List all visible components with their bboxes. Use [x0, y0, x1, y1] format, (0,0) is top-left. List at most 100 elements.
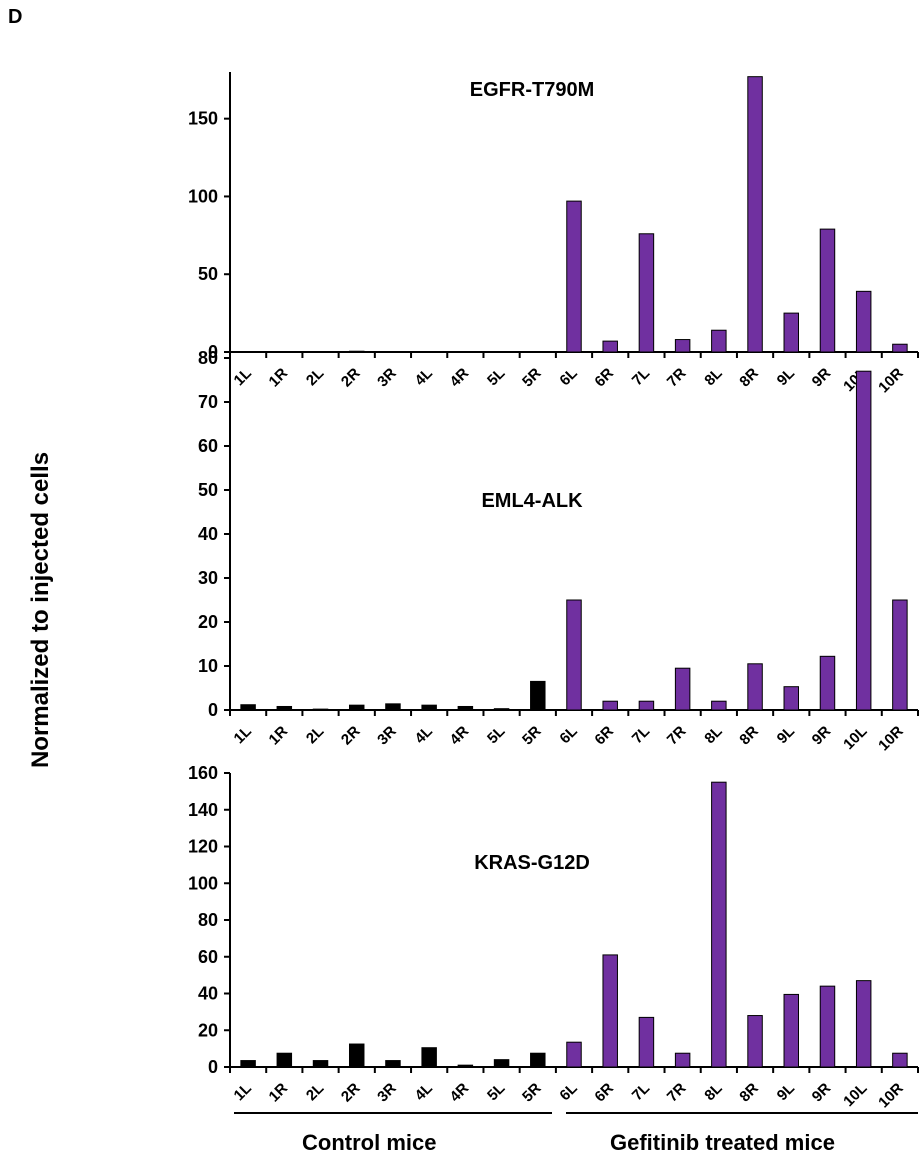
y-tick-label: 10 — [198, 656, 218, 676]
bar-9R — [819, 655, 836, 711]
x-tick-label: 9L — [774, 723, 798, 747]
bar-2R — [348, 1043, 365, 1068]
bar-8R — [747, 1015, 763, 1068]
bar-9L — [783, 312, 800, 353]
bar-7L — [638, 700, 655, 711]
x-tick-label: 10L — [840, 723, 870, 753]
x-tick-label: 6R — [591, 365, 617, 391]
bar-6L — [566, 200, 582, 353]
x-tick-label: 1L — [231, 365, 255, 389]
x-tick-label: 5L — [484, 365, 508, 389]
x-tick-label: 4L — [412, 1080, 436, 1104]
bar-4R — [457, 705, 474, 711]
y-tick-label: 50 — [198, 480, 218, 500]
y-tick-label: 0 — [208, 1057, 218, 1077]
y-tick-label: 80 — [198, 910, 218, 930]
x-tick-label: 8L — [701, 365, 725, 389]
y-tick-label: 60 — [198, 436, 218, 456]
bar-8L — [711, 329, 727, 353]
bar-9L — [783, 686, 800, 711]
y-tick-label: 140 — [188, 800, 218, 820]
x-tick-label: 7R — [664, 1080, 690, 1106]
bar-7R — [674, 667, 691, 711]
x-tick-label: 3R — [374, 365, 400, 391]
bar-2L — [312, 1060, 329, 1068]
bar-1L — [240, 704, 256, 711]
y-tick-label: 0 — [208, 700, 218, 720]
x-tick-label: 8R — [736, 365, 762, 391]
bar-8R — [747, 76, 763, 353]
bar-7R — [674, 339, 691, 353]
bar-4R — [457, 1064, 474, 1068]
x-tick-label: 5R — [519, 1080, 545, 1106]
y-tick-label: 100 — [188, 873, 218, 893]
control-group-line — [234, 1112, 552, 1114]
y-tick-label: 0 — [208, 342, 218, 362]
y-tick-label: 40 — [198, 524, 218, 544]
y-tick-label: 160 — [188, 763, 218, 783]
y-tick-label: 100 — [188, 186, 218, 206]
bar-3R — [385, 1060, 401, 1068]
x-tick-label: 1R — [266, 365, 292, 391]
x-tick-label: 2L — [303, 365, 327, 389]
bar-4L — [421, 704, 437, 711]
y-tick-label: 80 — [198, 348, 218, 368]
y-tick-label: 20 — [198, 612, 218, 632]
bar-9L — [783, 993, 800, 1068]
bar-10L — [855, 980, 872, 1068]
bar-5R — [530, 1052, 546, 1068]
bar-1R — [276, 705, 293, 711]
bar-10L — [855, 290, 872, 353]
treated-group-line — [566, 1112, 918, 1114]
x-tick-label: 8L — [701, 1080, 725, 1104]
bar-4L — [421, 1047, 437, 1068]
y-tick-label: 30 — [198, 568, 218, 588]
x-tick-label: 5L — [484, 1080, 508, 1104]
x-tick-label: 9R — [809, 723, 835, 749]
bar-7L — [638, 1016, 655, 1068]
x-tick-label: 1R — [266, 1080, 292, 1106]
x-tick-label: 1R — [266, 723, 292, 749]
bar-6L — [566, 599, 582, 711]
x-tick-label: 6L — [556, 723, 580, 747]
x-tick-label: 9L — [774, 1080, 798, 1104]
y-tick-label: 50 — [198, 264, 218, 284]
x-tick-label: 8L — [701, 723, 725, 747]
x-tick-label: 2R — [338, 723, 364, 749]
x-tick-label: 7R — [664, 365, 690, 391]
x-tick-label: 7L — [629, 365, 653, 389]
x-tick-label: 10R — [875, 1080, 907, 1112]
bar-10R — [892, 599, 908, 711]
x-tick-label: 8R — [736, 723, 762, 749]
bar-9R — [819, 985, 836, 1068]
bar-5L — [493, 1059, 510, 1068]
treated-group-label: Gefitinib treated mice — [610, 1130, 835, 1155]
x-tick-label: 5R — [519, 365, 545, 391]
x-tick-label: 3R — [374, 723, 400, 749]
chart-1: 0 50 100 150 1L 1R 2L 2R 3R 4L 4R 5L 5R 6L 6R 7L 7R 8L 8R 9… — [188, 72, 919, 397]
x-tick-label: 10R — [875, 723, 907, 755]
chart-title: EGFR-T790M — [470, 79, 594, 101]
bar-2L — [312, 708, 329, 711]
x-tick-label: 4R — [447, 1080, 473, 1106]
x-tick-label: 9R — [809, 365, 835, 391]
x-tick-label: 4L — [412, 365, 436, 389]
bar-8L — [711, 700, 727, 711]
x-tick-label: 7L — [629, 1080, 653, 1104]
chart-3: 0 20 40 60 80 100 120 140 160 1L 1R 2L 2R 3R 4L 4R 5L 5R 6… — [188, 763, 919, 1112]
x-tick-label: 2L — [303, 1080, 327, 1104]
x-tick-label: 10R — [875, 365, 907, 397]
x-tick-label: 4L — [412, 723, 436, 747]
x-tick-label: 7R — [664, 723, 690, 749]
x-tick-label: 5L — [484, 723, 508, 747]
x-tick-label: 4R — [447, 723, 473, 749]
x-tick-label: 9R — [809, 1080, 835, 1106]
bar-9R — [819, 228, 836, 353]
x-tick-label: 7L — [629, 723, 653, 747]
control-group-label: Control mice — [302, 1130, 437, 1155]
y-tick-label: 150 — [188, 109, 218, 129]
bar-1L — [240, 1060, 256, 1068]
x-tick-label: 2R — [338, 365, 364, 391]
chart-title: EML4-ALK — [481, 490, 583, 512]
x-tick-label: 4R — [447, 365, 473, 391]
